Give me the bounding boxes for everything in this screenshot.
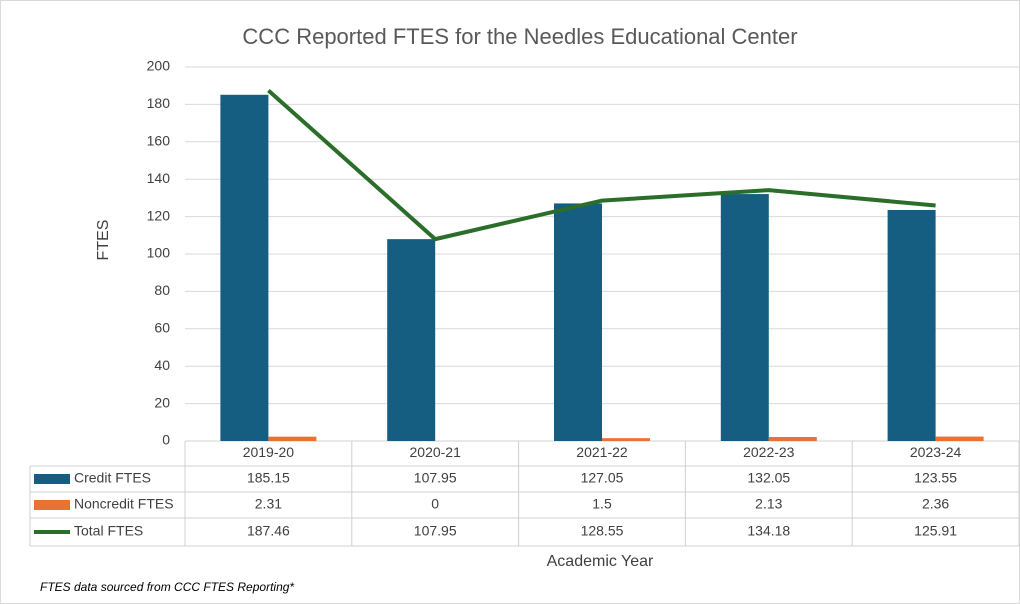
bar [887,209,936,441]
y-axis-label: FTES [95,220,112,261]
bar [268,436,317,441]
x-tick-label: 2020-21 [410,444,462,460]
y-tick-label: 140 [147,170,171,186]
y-tick-label: 100 [147,245,171,261]
table-value: 107.95 [414,470,457,486]
x-axis-label: Academic Year [547,553,654,570]
y-tick-label: 200 [147,58,171,74]
table-value: 2.31 [255,496,282,512]
table-value: 123.55 [914,470,957,486]
bar [720,194,769,441]
y-tick-label: 160 [147,133,171,149]
x-tick-label: 2021-22 [576,444,628,460]
table-value: 132.05 [747,470,790,486]
table-value: 2.36 [922,496,949,512]
table-value: 187.46 [247,523,290,539]
x-tick-label: 2019-20 [243,444,295,460]
table-value: 0 [431,496,439,512]
table-value: 125.91 [914,523,957,539]
y-tick-label: 20 [154,394,170,410]
table-value: 1.5 [592,496,612,512]
legend-label: Credit FTES [74,470,151,486]
table-value: 2.13 [755,496,782,512]
legend-label: Noncredit FTES [74,496,174,512]
table-value: 107.95 [414,523,457,539]
bar [554,203,602,441]
y-tick-label: 180 [147,95,171,111]
table-value: 185.15 [247,470,290,486]
y-tick-label: 60 [154,320,170,336]
x-tick-label: 2023-24 [910,444,962,460]
bar [602,438,650,441]
legend-key [34,500,70,510]
y-tick-label: 80 [154,282,170,298]
x-tick-label: 2022-23 [743,444,795,460]
bar [220,94,269,441]
bar [387,239,436,441]
footnote: FTES data sourced from CCC FTES Reportin… [40,580,294,594]
y-tick-label: 0 [162,432,170,448]
table-value: 128.55 [581,523,624,539]
y-tick-label: 40 [154,357,170,373]
bar [935,436,984,441]
legend-key [34,474,70,484]
y-tick-label: 120 [147,207,171,223]
table-value: 127.05 [581,470,624,486]
table-value: 134.18 [747,523,790,539]
bar [768,437,817,441]
legend-label: Total FTES [74,523,143,539]
chart-title: CCC Reported FTES for the Needles Educat… [242,24,797,49]
line [267,88,936,242]
